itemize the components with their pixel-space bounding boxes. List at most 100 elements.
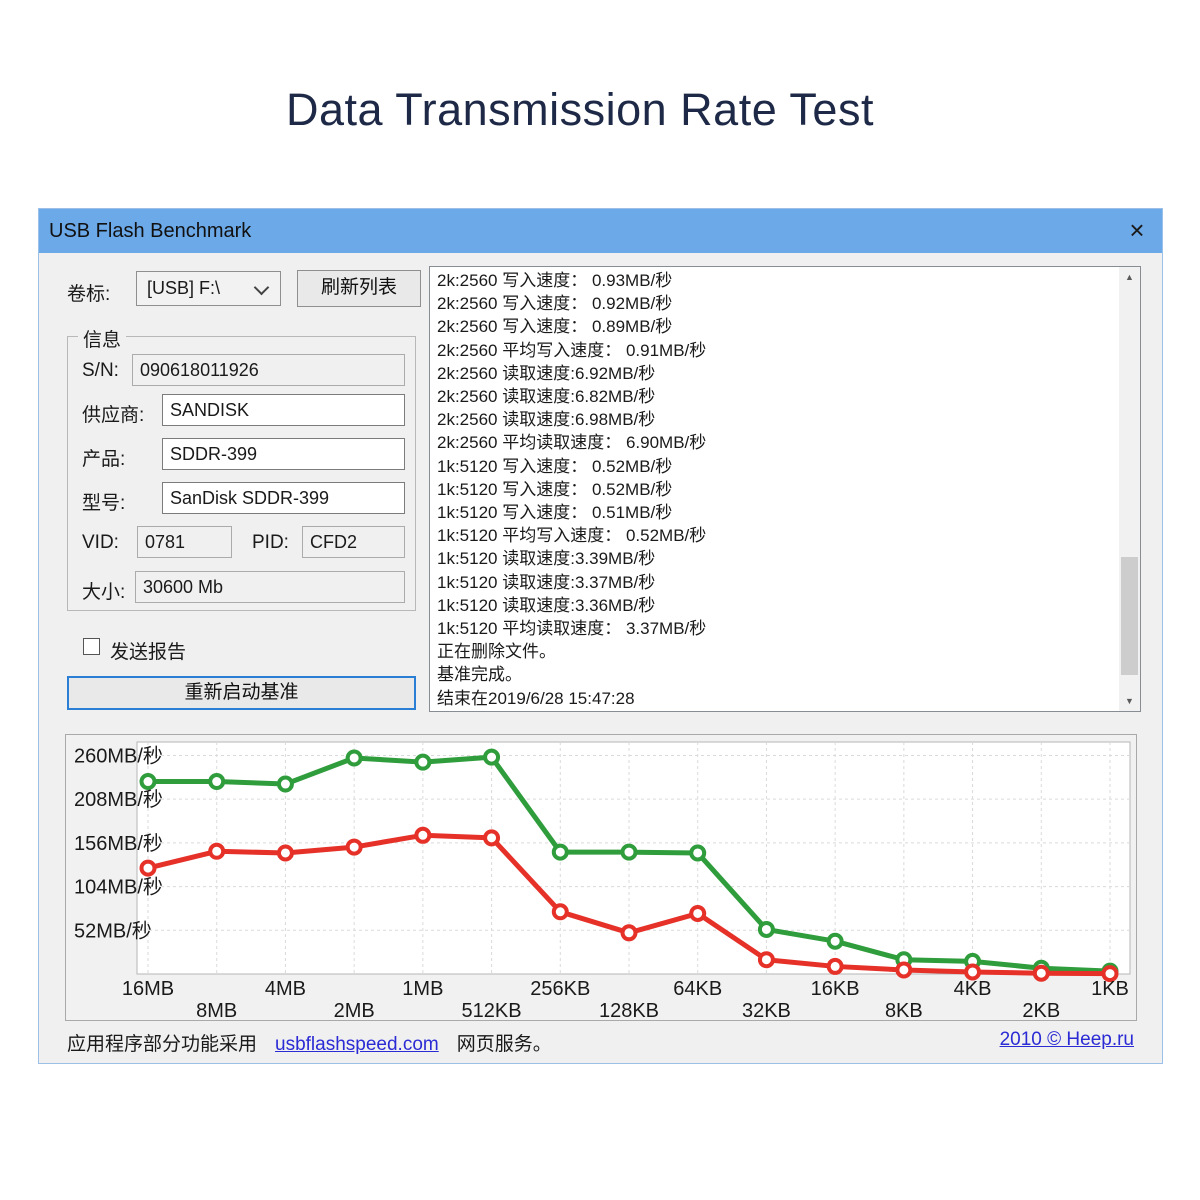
model-field[interactable]: SanDisk SDDR-399 [162,482,405,514]
app-window: USB Flash Benchmark × 卷标: [USB] F:\ 刷新列表… [38,208,1163,1064]
log-line: 2k:2560 读取速度:6.98MB/秒 [437,410,656,430]
data-point [1101,965,1119,983]
info-group-label: 信息 [78,325,127,352]
log-line: 1k:5120 平均写入速度： 0.52MB/秒 [437,526,707,546]
log-output[interactable]: 2k:2560 写入速度： 0.93MB/秒 2k:2560 写入速度： 0.92… [429,266,1141,712]
scroll-up-icon[interactable]: ▲ [1125,272,1134,282]
log-line: 2k:2560 读取速度:6.92MB/秒 [437,363,656,383]
log-line: 正在删除文件。 [437,642,556,662]
log-line: 基准完成。 [437,665,522,685]
x-tick-label: 512KB [462,1000,522,1020]
close-button[interactable]: × [1112,209,1162,253]
data-point [689,904,707,922]
log-line: 结束在2019/6/28 15:47:28 [437,688,635,708]
size-field: 30600 Mb [135,571,405,603]
data-point [345,838,363,856]
log-line: 1k:5120 读取速度:3.39MB/秒 [437,549,656,569]
log-line: 2k:2560 写入速度： 0.93MB/秒 [437,271,673,290]
usbflashspeed-link[interactable]: usbflashspeed.com [275,1034,439,1055]
log-line: 1k:5120 写入速度： 0.52MB/秒 [437,456,673,476]
x-tick-label: 2KB [1022,1000,1060,1020]
y-tick-label: 208MB/秒 [74,788,163,811]
log-line: 2k:2560 平均读取速度： 6.90MB/秒 [437,433,707,453]
volume-select[interactable]: [USB] F:\ [136,271,281,306]
log-line: 2k:2560 读取速度:6.82MB/秒 [437,387,656,407]
pid-label: PID: [252,532,289,553]
log-content: 2k:2560 写入速度： 0.93MB/秒 2k:2560 写入速度： 0.92… [437,269,1116,710]
log-line: 1k:5120 读取速度:3.37MB/秒 [437,572,656,592]
footer-service-note: 应用程序部分功能采用 usbflashspeed.com 网页服务。 [67,1029,552,1056]
data-point [483,748,501,766]
restart-benchmark-button[interactable]: 重新启动基准 [67,676,416,710]
x-tick-label: 4KB [954,978,992,1000]
scrollbar-thumb[interactable] [1121,557,1138,675]
x-tick-label: 32KB [742,1000,791,1020]
data-point [1032,964,1050,982]
data-point [895,961,913,979]
model-label: 型号: [82,493,126,514]
data-point [345,749,363,767]
x-tick-label: 1MB [402,978,443,1000]
log-scrollbar[interactable]: ▲ ▼ [1119,267,1140,711]
data-point [757,920,775,938]
data-point [620,924,638,942]
chevron-down-icon [253,279,270,296]
vid-field: 0781 [137,526,232,558]
data-point [826,957,844,975]
y-tick-label: 260MB/秒 [74,744,163,767]
refresh-list-button[interactable]: 刷新列表 [297,270,421,307]
data-point [551,903,569,921]
product-field[interactable]: SDDR-399 [162,438,405,470]
info-groupbox: 信息 S/N: 090618011926 供应商: SANDISK 产品: SD… [67,325,416,611]
data-point [689,844,707,862]
volume-label: 卷标: [67,284,111,305]
data-point [414,753,432,771]
x-tick-label: 16MB [122,978,174,1000]
close-icon: × [1129,215,1145,245]
log-line: 1k:5120 平均读取速度： 3.37MB/秒 [437,619,707,639]
log-line: 2k:2560 写入速度： 0.89MB/秒 [437,317,673,337]
page-title: Data Transmission Rate Test [286,84,874,135]
volume-select-value: [USB] F:\ [147,278,221,298]
y-tick-label: 156MB/秒 [74,832,163,855]
data-point [276,775,294,793]
data-point [139,773,157,791]
log-line: 1k:5120 写入速度： 0.52MB/秒 [437,479,673,499]
y-tick-label: 52MB/秒 [74,919,152,942]
data-point [757,951,775,969]
x-tick-label: 8KB [885,1000,923,1020]
data-point [276,844,294,862]
speed-chart: 52MB/秒 104MB/秒 156MB/秒 208MB/秒 260MB/秒 16MB 8M… [65,734,1137,1021]
pid-field: CFD2 [302,526,405,558]
x-tick-label: 64KB [673,978,722,1000]
data-point [551,843,569,861]
x-tick-label: 128KB [599,1000,659,1020]
log-line: 2k:2560 平均写入速度： 0.91MB/秒 [437,340,707,360]
send-report-label: 发送报告 [110,642,187,663]
x-tick-label: 16KB [811,978,860,1000]
data-point [964,963,982,981]
x-tick-label: 2MB [334,1000,375,1020]
scroll-down-icon[interactable]: ▼ [1125,696,1134,706]
data-point [208,773,226,791]
product-label: 产品: [82,449,126,470]
speed-chart-svg: 52MB/秒 104MB/秒 156MB/秒 208MB/秒 260MB/秒 16MB 8M… [74,741,1131,1020]
log-line: 1k:5120 读取速度:3.36MB/秒 [437,595,656,615]
sn-field: 090618011926 [132,354,405,386]
window-title: USB Flash Benchmark [49,220,252,242]
size-label: 大小: [82,582,126,603]
vendor-label: 供应商: [82,405,145,426]
x-tick-label: 256KB [530,978,590,1000]
x-tick-label: 1KB [1091,978,1129,1000]
data-point [139,859,157,877]
vid-label: VID: [82,532,119,553]
data-point [620,843,638,861]
log-line: 2k:2560 写入速度： 0.92MB/秒 [437,294,673,314]
log-line: 1k:5120 写入速度： 0.51MB/秒 [437,503,673,523]
send-report-checkbox[interactable] [83,638,100,655]
data-point [483,829,501,847]
x-tick-label: 4MB [265,978,306,1000]
footer-suffix: 网页服务。 [456,1034,552,1055]
heep-copyright-link[interactable]: 2010 © Heep.ru [999,1029,1134,1050]
vendor-field[interactable]: SANDISK [162,394,405,426]
